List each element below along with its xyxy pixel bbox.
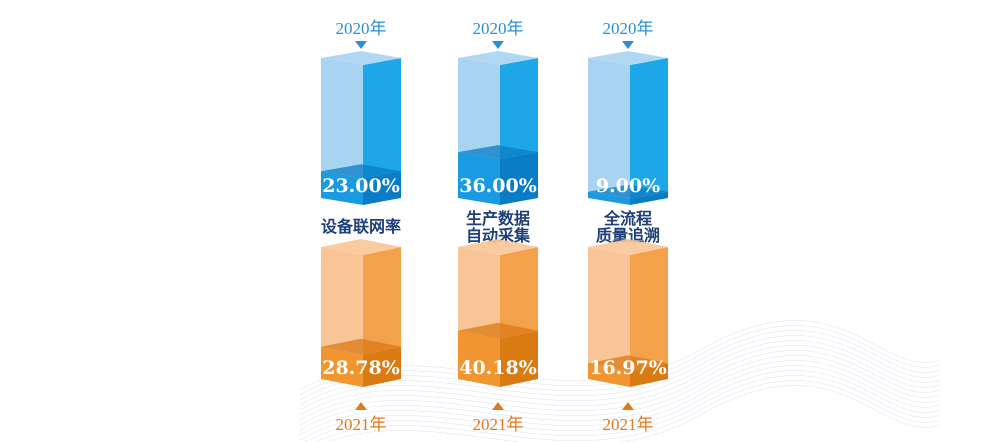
background-wave-line <box>299 345 941 416</box>
arrow-down-icon <box>492 41 504 49</box>
bar-empty-front <box>458 58 500 160</box>
bar-empty-side <box>500 58 538 160</box>
bar-empty-front <box>458 247 500 339</box>
bar-empty-side <box>363 247 401 355</box>
data-label-2020: 9.00% <box>596 175 660 197</box>
background-wave-line <box>299 325 941 396</box>
bar-fill-side <box>363 171 401 205</box>
background-wave-line <box>299 335 941 406</box>
bar-fill-cap <box>588 184 668 199</box>
bar-2021-2 <box>588 239 668 387</box>
bar-fill-side <box>630 191 668 205</box>
category-label: 质量追溯 <box>596 226 660 245</box>
bar-fill-side <box>500 152 538 205</box>
bar-fill-front <box>588 363 630 387</box>
legend-label-2020: 2020年 <box>473 19 524 38</box>
bar-fill-front <box>458 330 500 387</box>
bar-fill-cap <box>458 145 538 160</box>
bar-top-face <box>588 51 668 65</box>
data-label-2021: 28.78% <box>322 357 400 379</box>
category-label: 生产数据 <box>466 209 530 228</box>
arrow-up-icon <box>355 402 367 410</box>
bar-empty-side <box>363 58 401 179</box>
background-wave-line <box>327 385 941 442</box>
bar-fill-cap <box>458 322 538 339</box>
bar-empty-side <box>630 247 668 372</box>
bar-fill-front <box>588 191 630 205</box>
legend-label-2020: 2020年 <box>336 19 387 38</box>
bar-fill-front <box>321 346 363 387</box>
bar-empty-front <box>321 58 363 179</box>
bar-fill-cap <box>321 338 401 355</box>
category-label: 自动采集 <box>466 226 531 245</box>
bar-empty-front <box>321 247 363 355</box>
category-label: 全流程 <box>603 209 652 228</box>
background-wave-line <box>299 320 941 391</box>
data-label-2021: 16.97% <box>589 357 667 379</box>
bar-fill-front <box>321 171 363 205</box>
bar-top-face <box>588 239 668 255</box>
legend-label-2021: 2021年 <box>473 415 524 434</box>
legend-label-2021: 2021年 <box>603 415 654 434</box>
background-wave-line <box>299 370 941 441</box>
bar-2020-0 <box>321 51 401 205</box>
bar-fill-side <box>630 363 668 387</box>
background-wave-line <box>299 365 941 436</box>
legend-label-2021: 2021年 <box>336 415 387 434</box>
bar-fill-side <box>500 330 538 387</box>
arrow-up-icon <box>492 402 504 410</box>
background-wave-line <box>305 375 941 442</box>
bar-fill-side <box>363 346 401 387</box>
data-label-2020: 23.00% <box>322 175 400 197</box>
bar-fill-cap <box>588 355 668 372</box>
bar-top-face <box>458 239 538 255</box>
category-label: 设备联网率 <box>321 217 401 236</box>
bar-2021-0 <box>321 239 401 387</box>
background-wave-lines <box>299 320 941 442</box>
arrow-down-icon <box>355 41 367 49</box>
data-label-2020: 36.00% <box>459 175 537 197</box>
legend-label-2020: 2020年 <box>603 19 654 38</box>
background-wave-line <box>299 355 941 426</box>
background-wave-line <box>299 360 941 431</box>
background-wave-line <box>299 330 941 401</box>
bar-empty-front <box>588 58 630 199</box>
bar-empty-side <box>630 58 668 199</box>
background-wave-line <box>314 380 941 442</box>
arrow-up-icon <box>622 402 634 410</box>
bar-top-face <box>321 51 401 65</box>
bar-fill-front <box>458 152 500 205</box>
background-wave-line <box>299 350 941 421</box>
bar-2021-1 <box>458 239 538 387</box>
bar-empty-side <box>500 247 538 339</box>
chart-marks: 2020年 23.00% 设备联网率 28.78% 2021年 2020年 36.00% 生产… <box>321 19 668 434</box>
bar-2020-1 <box>458 51 538 205</box>
bar-top-face <box>321 239 401 255</box>
arrow-down-icon <box>622 41 634 49</box>
data-label-2021: 40.18% <box>459 357 537 379</box>
bar-top-face <box>458 51 538 65</box>
background-wave-line <box>299 340 941 411</box>
bar-empty-front <box>588 247 630 372</box>
bar-fill-cap <box>321 164 401 179</box>
bar-2020-2 <box>588 51 668 205</box>
